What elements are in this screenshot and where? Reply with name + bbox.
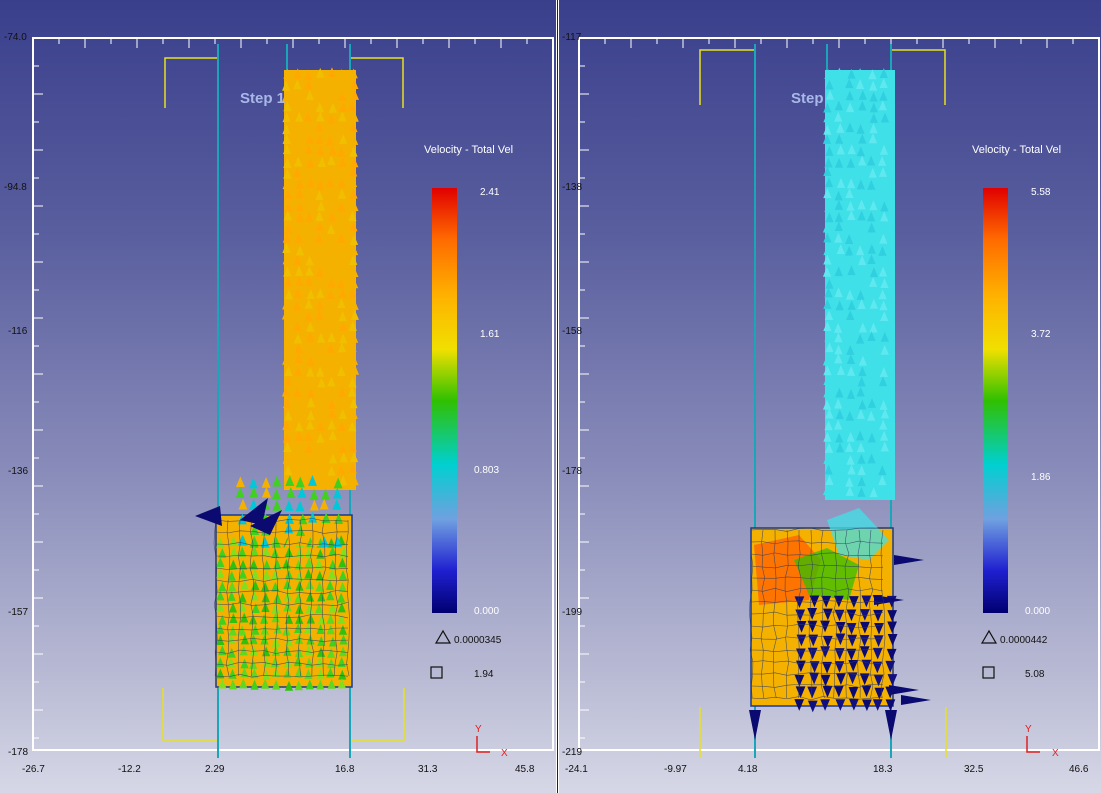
- left-legend-max: 2.41: [480, 187, 500, 198]
- triangle-icon: [980, 629, 998, 644]
- right-upper-column-mesh: [822, 67, 895, 500]
- left-lower-chamber-mesh: [215, 474, 353, 691]
- right-triangle-value: 0.0000442: [1000, 635, 1048, 646]
- square-icon: [982, 666, 995, 679]
- left-x-tick-5: 45.8: [515, 764, 535, 775]
- left-x-tick-4: 31.3: [418, 764, 438, 775]
- left-upper-column-mesh: [281, 67, 360, 490]
- right-plot-panel: Step Velocity - Total Vel 5.58 3.72 1.86…: [559, 0, 1101, 793]
- right-legend-mid-low: 1.86: [1031, 472, 1051, 483]
- left-x-tick-1: -12.2: [118, 764, 141, 775]
- left-legend-mid-high: 1.61: [480, 329, 500, 340]
- left-y-tick-0: -74.0: [4, 32, 27, 43]
- panel-divider: [556, 0, 559, 793]
- left-y-tick-1: -94.8: [4, 182, 27, 193]
- right-x-tick-4: 32.5: [964, 764, 984, 775]
- right-step-label: Step: [791, 90, 824, 107]
- svg-text:X: X: [501, 748, 508, 759]
- left-lower-punch: [162, 688, 405, 741]
- left-x-tick-2: 2.29: [205, 764, 225, 775]
- triangle-icon: [434, 629, 452, 644]
- left-y-tick-4: -157: [8, 607, 28, 618]
- left-colorbar: [432, 188, 457, 613]
- left-plot-svg: Step 1 Velocity - Total Vel 2.41 1.61 0.…: [4, 32, 554, 775]
- left-x-tick-3: 16.8: [335, 764, 355, 775]
- left-legend-min: 0.000: [474, 606, 499, 617]
- right-colorbar: [983, 188, 1008, 613]
- left-axis-triad-icon: Y X: [475, 724, 508, 759]
- right-y-tick-3: -178: [562, 466, 582, 477]
- right-y-tick-0: -117: [562, 32, 582, 43]
- left-upper-punch: [164, 57, 404, 108]
- right-tick-marks: [578, 37, 1100, 739]
- right-y-tick-5: -219: [562, 747, 582, 758]
- left-triangle-value: 0.0000345: [454, 635, 502, 646]
- left-legend-title: Velocity - Total Vel: [424, 144, 513, 156]
- right-lower-punch: [699, 707, 947, 758]
- left-y-tick-3: -136: [8, 466, 28, 477]
- left-tick-marks: [32, 37, 554, 739]
- right-lower-chamber-mesh: [749, 508, 931, 740]
- right-y-tick-1: -138: [562, 182, 582, 193]
- left-navy-arrows: [195, 498, 282, 535]
- left-y-tick-5: -178: [8, 747, 28, 758]
- right-axis-triad-icon: Y X: [1025, 724, 1059, 759]
- right-legend-title: Velocity - Total Vel: [972, 144, 1061, 156]
- svg-text:X: X: [1052, 748, 1059, 759]
- svg-text:Y: Y: [1025, 724, 1032, 735]
- right-y-tick-4: -199: [562, 607, 582, 618]
- right-plot-svg: Step Velocity - Total Vel 5.58 3.72 1.86…: [562, 32, 1100, 775]
- right-x-tick-2: 4.18: [738, 764, 758, 775]
- svg-text:Y: Y: [475, 724, 482, 735]
- left-step-label: Step 1: [240, 90, 285, 107]
- left-x-tick-0: -26.7: [22, 764, 45, 775]
- right-x-tick-1: -9.97: [664, 764, 687, 775]
- left-square-value: 1.94: [474, 669, 494, 680]
- right-y-tick-2: -158: [562, 326, 582, 337]
- left-legend-mid-low: 0.803: [474, 465, 499, 476]
- right-x-tick-5: 46.6: [1069, 764, 1089, 775]
- square-icon: [430, 666, 443, 679]
- left-plot-panel: Step 1 Velocity - Total Vel 2.41 1.61 0.…: [0, 0, 556, 793]
- right-upper-punch: [699, 49, 946, 105]
- left-y-tick-2: -116: [8, 326, 28, 337]
- right-legend-max: 5.58: [1031, 187, 1051, 198]
- right-legend-mid-high: 3.72: [1031, 329, 1051, 340]
- right-x-tick-3: 18.3: [873, 764, 893, 775]
- right-legend-min: 0.000: [1025, 606, 1050, 617]
- right-x-tick-0: -24.1: [565, 764, 588, 775]
- right-square-value: 5.08: [1025, 669, 1045, 680]
